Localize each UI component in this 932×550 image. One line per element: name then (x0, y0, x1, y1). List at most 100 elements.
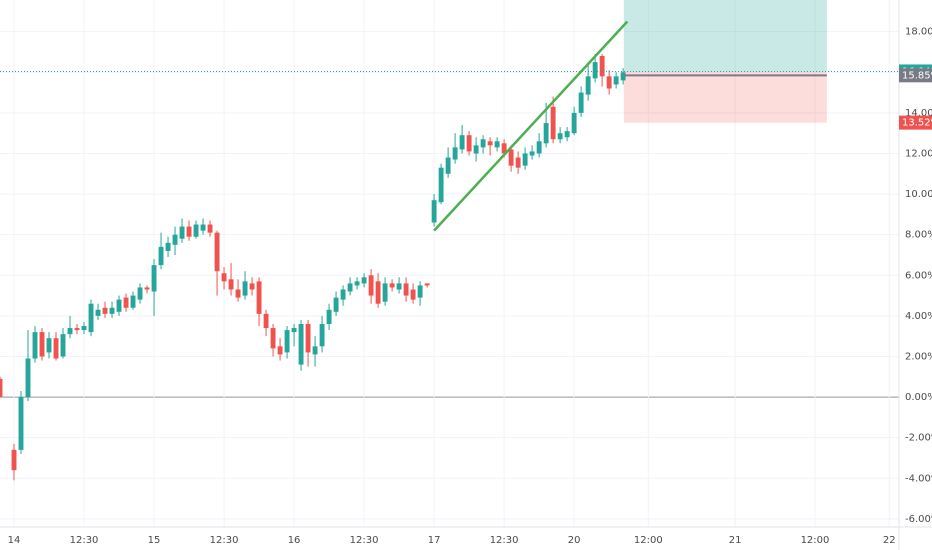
candle-body (263, 313, 269, 329)
candle-body (564, 131, 570, 138)
candle-body (165, 242, 171, 251)
candle-body (305, 323, 311, 353)
candle-body (270, 328, 276, 349)
candle-body (221, 273, 227, 282)
candle-body (347, 283, 353, 292)
candle-body (109, 307, 115, 314)
candle-body (340, 289, 346, 300)
x-tick-label: 17 (428, 535, 441, 546)
x-tick-label: 12:30 (70, 535, 99, 546)
x-tick-label: 12:30 (350, 535, 379, 546)
candle-body (326, 309, 332, 324)
candle-body (95, 309, 101, 316)
candle-body (424, 283, 430, 286)
candle-body (32, 332, 38, 359)
candle-body (417, 285, 423, 298)
candle-body (88, 303, 94, 333)
candle-body (60, 334, 66, 357)
candle-body (312, 346, 318, 355)
y-tick-label: -2.00% (905, 433, 932, 444)
candle-body (613, 76, 619, 85)
candle-body (193, 224, 199, 237)
candle-body (249, 283, 255, 290)
candle-body (144, 287, 150, 290)
candle-body (543, 123, 549, 144)
candle-body (186, 226, 192, 237)
candle-body (571, 112, 577, 134)
profit-zone (623, 0, 827, 72)
y-tick-label: 6.00% (905, 270, 932, 281)
candle-body (74, 328, 80, 331)
candle-body (431, 200, 437, 223)
candle-body (606, 76, 612, 89)
candle-body (599, 56, 605, 77)
x-tick-label: 21 (729, 535, 742, 546)
candle-body (319, 323, 325, 347)
y-tick-label: 18.00% (905, 27, 932, 38)
candle-body (235, 289, 241, 298)
candle-body (39, 332, 45, 357)
candle-body (515, 157, 521, 168)
y-tick-label: 2.00% (905, 351, 932, 362)
x-tick-label: 14 (8, 535, 21, 546)
candle-body (354, 281, 360, 286)
candle-body (480, 139, 486, 148)
candle-body (487, 141, 493, 146)
price-label-bg (899, 68, 932, 83)
candle-body (445, 157, 451, 174)
candle-body (277, 346, 283, 355)
candle-body (137, 287, 143, 300)
candle-body (214, 232, 220, 272)
candle-body (333, 297, 339, 312)
x-tick-label: 16 (288, 535, 301, 546)
candle-body (452, 147, 458, 160)
candle-body (284, 330, 290, 353)
candle-body (151, 265, 157, 292)
candle-body (81, 326, 87, 331)
candle-body (389, 283, 395, 288)
candle-body (585, 76, 591, 95)
candle-body (18, 397, 24, 450)
candle-body (158, 246, 164, 266)
x-tick-label: 22 (883, 535, 896, 546)
candle-body (382, 283, 388, 302)
candle-body (172, 234, 178, 245)
candle-body (410, 289, 416, 300)
price-label-bg (899, 115, 932, 130)
candle-body (256, 281, 262, 314)
candle-body (536, 141, 542, 154)
candle-body (438, 167, 444, 203)
candle-body (375, 281, 381, 304)
candle-body (200, 224, 206, 231)
candle-body (11, 449, 17, 471)
x-tick-label: 12:00 (634, 535, 663, 546)
x-tick-label: 12:00 (801, 535, 830, 546)
y-tick-label: 0.00% (905, 392, 932, 403)
candle-body (130, 295, 136, 308)
candle-body (522, 153, 528, 166)
candle-body (298, 323, 304, 365)
x-tick-label: 15 (148, 535, 161, 546)
candle-body (25, 358, 31, 398)
candle-body (116, 299, 122, 312)
candle-body (242, 281, 248, 296)
x-tick-label: 20 (568, 535, 581, 546)
candle-body (501, 143, 507, 154)
y-tick-label: -4.00% (905, 473, 932, 484)
candle-body (557, 133, 563, 140)
y-tick-label: 14.00% (905, 108, 932, 119)
trend-line (433, 20, 629, 232)
candle-body (529, 151, 535, 156)
candle-body (123, 297, 129, 308)
candle-body (494, 141, 500, 148)
candle-body (550, 106, 556, 140)
price-label: 13.52% (902, 118, 932, 129)
candle-body (102, 307, 108, 314)
candle-body (396, 283, 402, 290)
candle-body (368, 275, 374, 296)
candle-body (508, 149, 514, 166)
price-label: 15.85% (902, 70, 932, 81)
candle-body (403, 283, 409, 296)
x-tick-label: 12:30 (490, 535, 519, 546)
